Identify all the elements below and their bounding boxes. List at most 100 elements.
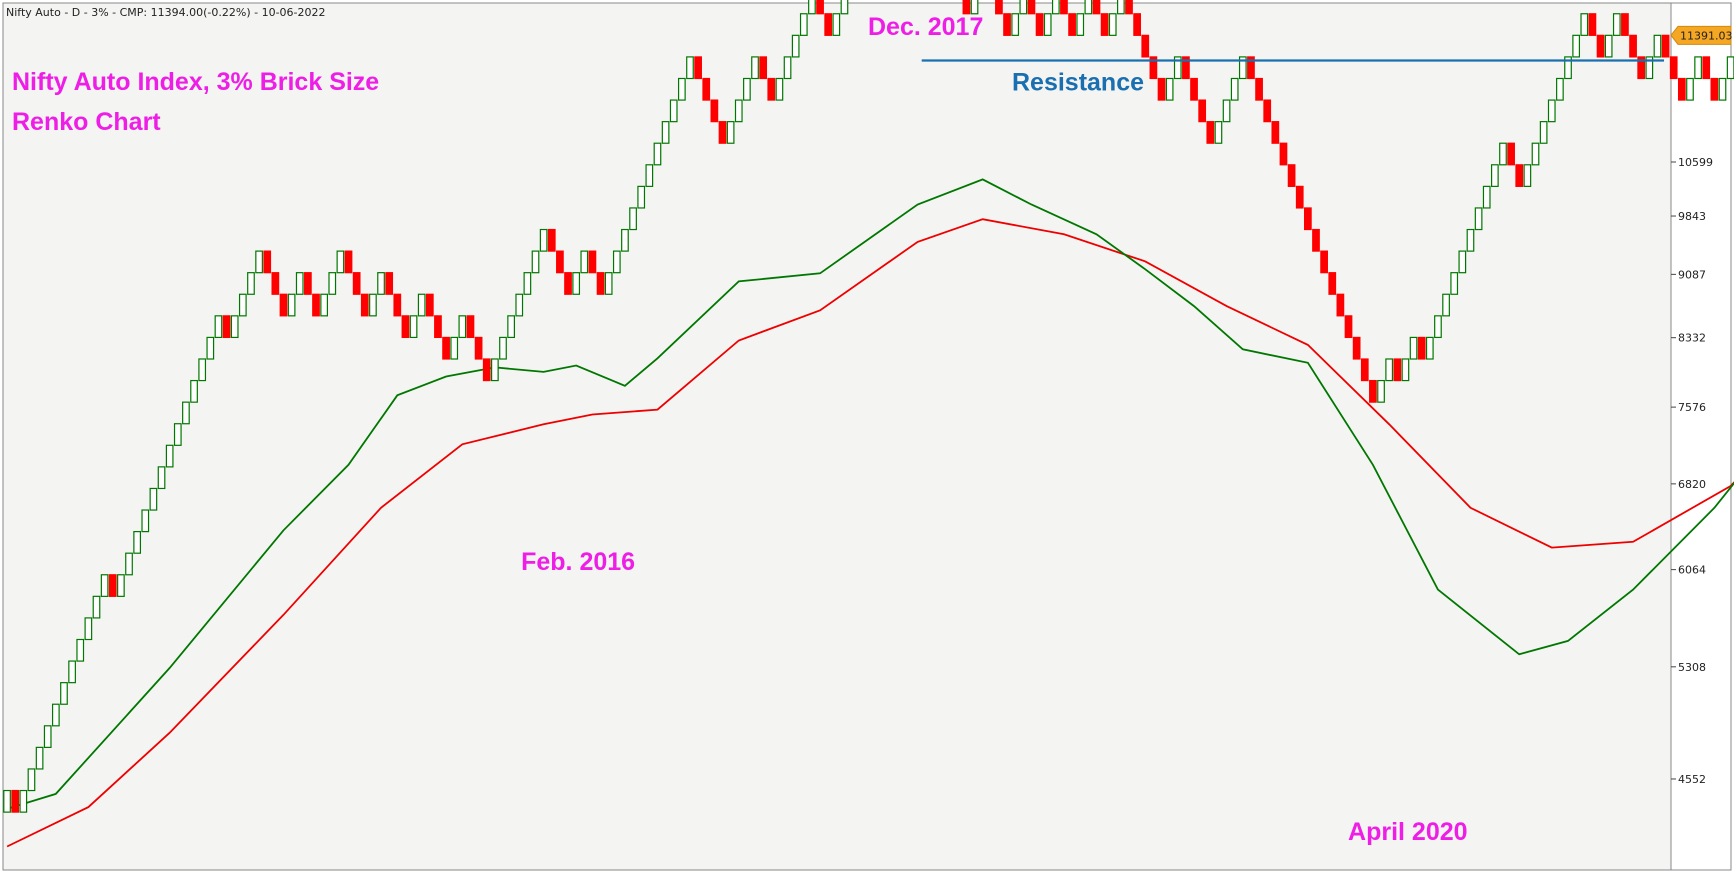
y-axis: 4552 5308 6064 6820 7576 8332 9087 9843 10599 113… [1670,25,1733,786]
renko-brick-down [385,272,394,295]
renko-brick-down [995,0,1003,15]
renko-brick-up [1230,77,1239,101]
renko-brick-up [295,272,304,295]
renko-brick-down [1190,77,1198,101]
renko-brick-up [1108,13,1117,36]
renko-brick-up [629,207,637,231]
renko-brick-up [19,789,28,813]
annotation-label: April 2020 [1348,818,1468,846]
renko-brick-up [238,293,247,317]
renko-brick-up [1539,121,1548,144]
renko-brick-up [3,789,11,813]
renko-brick-down [1198,99,1207,123]
renko-brick-up [1165,77,1174,101]
renko-brick-down [344,250,353,274]
renko-brick-up [1222,99,1231,123]
renko-brick-up [1612,13,1621,36]
renko-brick-up [377,272,385,295]
renko-brick-down [1507,142,1515,166]
renko-brick-up [198,358,207,382]
y-tick-label: 9843 [1678,210,1706,223]
renko-brick-up [133,531,142,554]
renko-brick-up [491,358,499,382]
renko-brick-down [1344,315,1353,339]
renko-brick-up [450,336,459,360]
renko-brick-down [1271,121,1280,144]
resistance-layer: Resistance [921,59,1664,97]
renko-brick-up [734,99,743,123]
renko-brick-up [775,77,784,101]
renko-brick-down [352,272,361,295]
renko-brick-down [1303,207,1312,231]
y-tick-label: 5308 [1678,661,1706,674]
renko-brick-down [694,56,702,80]
renko-brick-down [1035,13,1044,36]
renko-brick-down [1125,0,1133,15]
renko-brick-down [1352,336,1361,360]
renko-brick-up [336,250,345,274]
renko-brick-up [621,228,629,252]
renko-brick-down [271,272,280,295]
chart-subtitle: Renko Chart [12,108,161,136]
renko-brick-up [1019,0,1028,15]
renko-brick-up [51,703,60,727]
renko-brick-up [230,315,239,339]
renko-brick-down [1068,13,1076,36]
renko-brick-up [1434,315,1442,339]
renko-brick-up [637,185,646,209]
renko-brick-up [1401,358,1410,382]
renko-brick-down [1369,379,1377,403]
renko-brick-up [1238,56,1247,80]
renko-brick-up [1694,56,1702,80]
renko-brick-down [1027,0,1036,15]
renko-brick-down [1336,293,1345,317]
last-price-label: 11391.03 [1680,29,1733,42]
renko-brick-down [1263,99,1272,123]
renko-brick-down [1515,164,1524,187]
renko-brick-up [100,574,109,597]
renko-brick-up [1604,34,1613,58]
last-price-tag [1670,25,1732,45]
y-tick-label: 4552 [1678,773,1706,786]
renko-brick-up [840,0,849,15]
renko-brick-down [1100,13,1109,36]
renko-brick-down [1247,56,1255,80]
renko-brick-up [669,99,678,123]
renko-brick-down [393,293,402,317]
renko-brick-up [1377,379,1385,403]
renko-brick-up [1531,142,1540,166]
renko-brick-down [1312,228,1320,252]
renko-brick-up [1084,0,1093,15]
renko-brick-up [531,250,540,274]
renko-brick-up [1499,142,1507,166]
renko-brick-up [661,121,670,144]
renko-brick-up [970,0,979,15]
renko-brick-up [1442,293,1450,317]
renko-brick-up [84,617,93,641]
renko-brick-down [304,272,312,295]
renko-brick-down [588,250,597,274]
renko-brick-up [417,293,426,317]
renko-brick-down [401,315,410,339]
renko-brick-up [149,487,158,511]
renko-brick-down [222,315,231,339]
renko-brick-up [515,293,524,317]
renko-brick-down [1149,56,1158,80]
renko-brick-up [832,13,841,36]
renko-brick-up [214,315,223,339]
renko-brick-up [523,272,532,295]
renko-brick-up [328,272,337,295]
renko-brick-up [1450,272,1459,295]
renko-brick-up [1409,336,1418,360]
renko-brick-down [1360,358,1369,382]
renko-brick-up [206,336,215,360]
renko-brick-up [92,595,101,619]
renko-brick-up [507,315,515,339]
renko-brick-down [556,250,564,274]
renko-brick-down [1588,13,1597,36]
renko-brick-up [190,379,198,403]
renko-brick-up [287,293,296,317]
renko-brick-down [596,272,605,295]
renko-brick-down [11,789,20,813]
renko-brick-up [1580,13,1589,36]
